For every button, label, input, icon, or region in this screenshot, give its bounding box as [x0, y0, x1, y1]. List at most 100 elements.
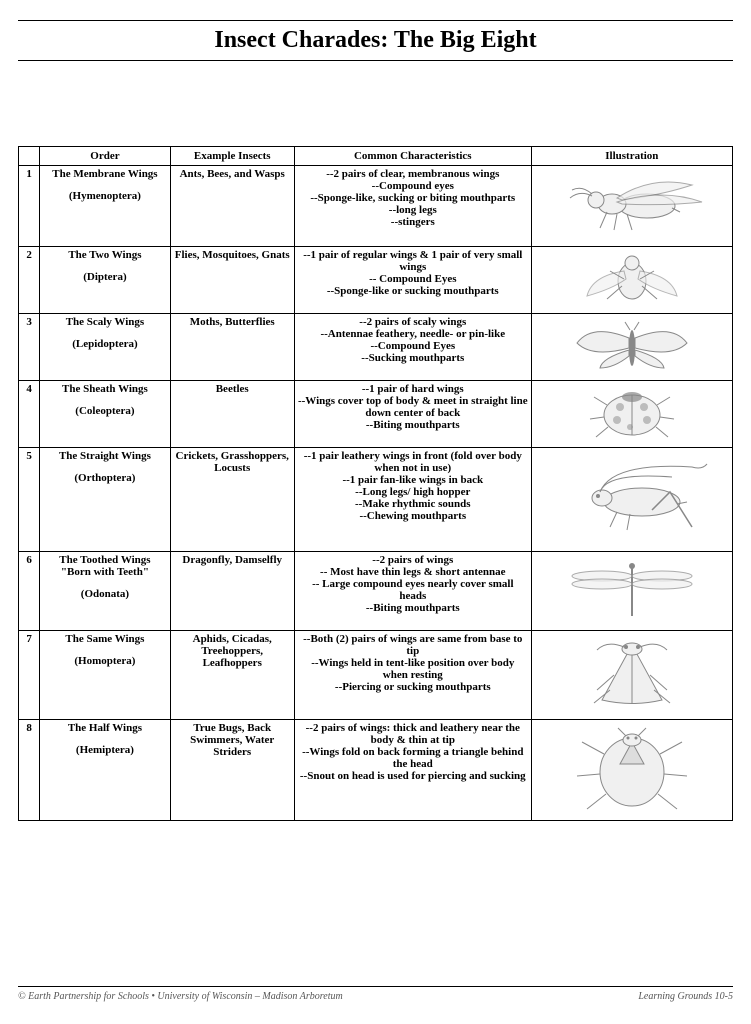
- row-number: 4: [19, 381, 40, 448]
- illustration-cell: [531, 552, 732, 631]
- page-title: Insect Charades: The Big Eight: [18, 27, 733, 54]
- characteristic-line: --1 pair fan-like wings in back: [298, 474, 528, 486]
- order-name: The Membrane Wings: [43, 168, 166, 180]
- order-name: The Scaly Wings: [43, 316, 166, 328]
- characteristic-line: --Compound Eyes: [298, 340, 528, 352]
- order-cell: The Straight Wings (Orthoptera): [40, 448, 170, 552]
- footer-right: Learning Grounds 10-5: [638, 991, 733, 1002]
- table-row: 6The Toothed Wings"Born with Teeth"(Odon…: [19, 552, 733, 631]
- characteristic-line: --Sponge-like, sucking or biting mouthpa…: [298, 192, 528, 204]
- characteristic-line: --Wings held in tent-like position over …: [298, 657, 528, 681]
- order-name: The Straight Wings: [43, 450, 166, 462]
- table-row: 1The Membrane Wings(Hymenoptera)Ants, Be…: [19, 166, 733, 247]
- illustration-cell: [531, 247, 732, 314]
- characteristic-line: --Antennae feathery, needle- or pin-like: [298, 328, 528, 340]
- characteristic-line: --2 pairs of wings: [298, 554, 528, 566]
- characteristic-line: --2 pairs of clear, membranous wings: [298, 168, 528, 180]
- order-name: The Sheath Wings: [43, 383, 166, 395]
- insect-illustration: [552, 318, 712, 376]
- examples-cell: Flies, Mosquitoes, Gnats: [170, 247, 294, 314]
- insect-illustration: [552, 251, 712, 309]
- characteristic-line: --Snout on head is used for piercing and…: [298, 770, 528, 782]
- footer-left: © Earth Partnership for Schools • Univer…: [18, 991, 343, 1002]
- footer: © Earth Partnership for Schools • Univer…: [18, 986, 733, 1002]
- characteristic-line: --Piercing or sucking mouthparts: [298, 681, 528, 693]
- order-latin: (Odonata): [43, 588, 166, 600]
- characteristic-line: --Sucking mouthparts: [298, 352, 528, 364]
- characteristic-line: --Make rhythmic sounds: [298, 498, 528, 510]
- characteristic-line: --Biting mouthparts: [298, 602, 528, 614]
- examples-cell: Aphids, Cicadas, Treehoppers, Leafhopper…: [170, 631, 294, 720]
- examples-cell: Moths, Butterflies: [170, 314, 294, 381]
- header-illustration: Illustration: [531, 147, 732, 166]
- order-latin: (Hemiptera): [43, 744, 166, 756]
- characteristic-line: --Compound eyes: [298, 180, 528, 192]
- order-name: The Two Wings: [43, 249, 166, 261]
- order-latin: (Orthoptera): [43, 472, 166, 484]
- examples-cell: Beetles: [170, 381, 294, 448]
- row-number: 5: [19, 448, 40, 552]
- row-number: 7: [19, 631, 40, 720]
- illustration-cell: [531, 720, 732, 821]
- order-latin: (Homoptera): [43, 655, 166, 667]
- header-order: Order: [40, 147, 170, 166]
- characteristic-line: --Wings fold on back forming a triangle …: [298, 746, 528, 770]
- order-latin: (Hymenoptera): [43, 190, 166, 202]
- insect-illustration: [552, 170, 712, 242]
- row-number: 6: [19, 552, 40, 631]
- header-characteristics: Common Characteristics: [294, 147, 531, 166]
- characteristic-line: --Chewing mouthparts: [298, 510, 528, 522]
- characteristic-line: -- Compound Eyes: [298, 273, 528, 285]
- header-num: [19, 147, 40, 166]
- order-cell: The Toothed Wings"Born with Teeth"(Odona…: [40, 552, 170, 631]
- table-row: 2The Two Wings (Diptera) Flies, Mosquitoes…: [19, 247, 733, 314]
- characteristic-line: --1 pair of regular wings & 1 pair of ve…: [298, 249, 528, 273]
- illustration-cell: [531, 166, 732, 247]
- characteristics-cell: --2 pairs of wings: thick and leathery n…: [294, 720, 531, 821]
- table-row: 5The Straight Wings(Orthoptera)Crickets,…: [19, 448, 733, 552]
- characteristic-line: --long legs: [298, 204, 528, 216]
- row-number: 3: [19, 314, 40, 381]
- order-cell: The Half Wings (Hemiptera): [40, 720, 170, 821]
- order-latin: (Diptera): [43, 271, 166, 283]
- illustration-cell: [531, 631, 732, 720]
- order-cell: The Membrane Wings (Hymenoptera): [40, 166, 170, 247]
- characteristic-line: --Sponge-like or sucking mouthparts: [298, 285, 528, 297]
- order-cell: The Sheath Wings(Coleoptera): [40, 381, 170, 448]
- illustration-cell: [531, 381, 732, 448]
- characteristics-cell: --2 pairs of scaly wings--Antennae feath…: [294, 314, 531, 381]
- insect-illustration: [552, 635, 712, 715]
- table-row: 7The Same Wings(Homoptera)Aphids, Cicada…: [19, 631, 733, 720]
- characteristic-line: --Both (2) pairs of wings are same from …: [298, 633, 528, 657]
- characteristics-cell: --1 pair of regular wings & 1 pair of ve…: [294, 247, 531, 314]
- characteristic-line: --Wings cover top of body & meet in stra…: [298, 395, 528, 419]
- header-row: Order Example Insects Common Characteris…: [19, 147, 733, 166]
- examples-cell: True Bugs, Back Swimmers, Water Striders: [170, 720, 294, 821]
- row-number: 8: [19, 720, 40, 821]
- insect-illustration: [552, 452, 712, 547]
- insect-illustration: [552, 724, 712, 816]
- title-block: Insect Charades: The Big Eight: [18, 20, 733, 61]
- characteristic-line: -- Most have thin legs & short antennae: [298, 566, 528, 578]
- table-row: 8The Half Wings (Hemiptera) True Bugs, Bac…: [19, 720, 733, 821]
- order-latin: (Lepidoptera): [43, 338, 166, 350]
- characteristics-cell: --Both (2) pairs of wings are same from …: [294, 631, 531, 720]
- characteristics-cell: --2 pairs of wings-- Most have thin legs…: [294, 552, 531, 631]
- order-cell: The Two Wings (Diptera): [40, 247, 170, 314]
- characteristic-line: --Biting mouthparts: [298, 419, 528, 431]
- characteristic-line: --2 pairs of scaly wings: [298, 316, 528, 328]
- illustration-cell: [531, 448, 732, 552]
- characteristic-line: --Long legs/ high hopper: [298, 486, 528, 498]
- examples-cell: Dragonfly, Damselfly: [170, 552, 294, 631]
- characteristic-line: --stingers: [298, 216, 528, 228]
- table-row: 4The Sheath Wings(Coleoptera)Beetles --1 …: [19, 381, 733, 448]
- order-cell: The Same Wings(Homoptera): [40, 631, 170, 720]
- order-cell: The Scaly Wings (Lepidoptera): [40, 314, 170, 381]
- characteristic-line: --1 pair leathery wings in front (fold o…: [298, 450, 528, 474]
- characteristic-line: --1 pair of hard wings: [298, 383, 528, 395]
- characteristic-line: -- Large compound eyes nearly cover smal…: [298, 578, 528, 602]
- row-number: 2: [19, 247, 40, 314]
- row-number: 1: [19, 166, 40, 247]
- order-name: The Half Wings: [43, 722, 166, 734]
- characteristics-cell: --1 pair leathery wings in front (fold o…: [294, 448, 531, 552]
